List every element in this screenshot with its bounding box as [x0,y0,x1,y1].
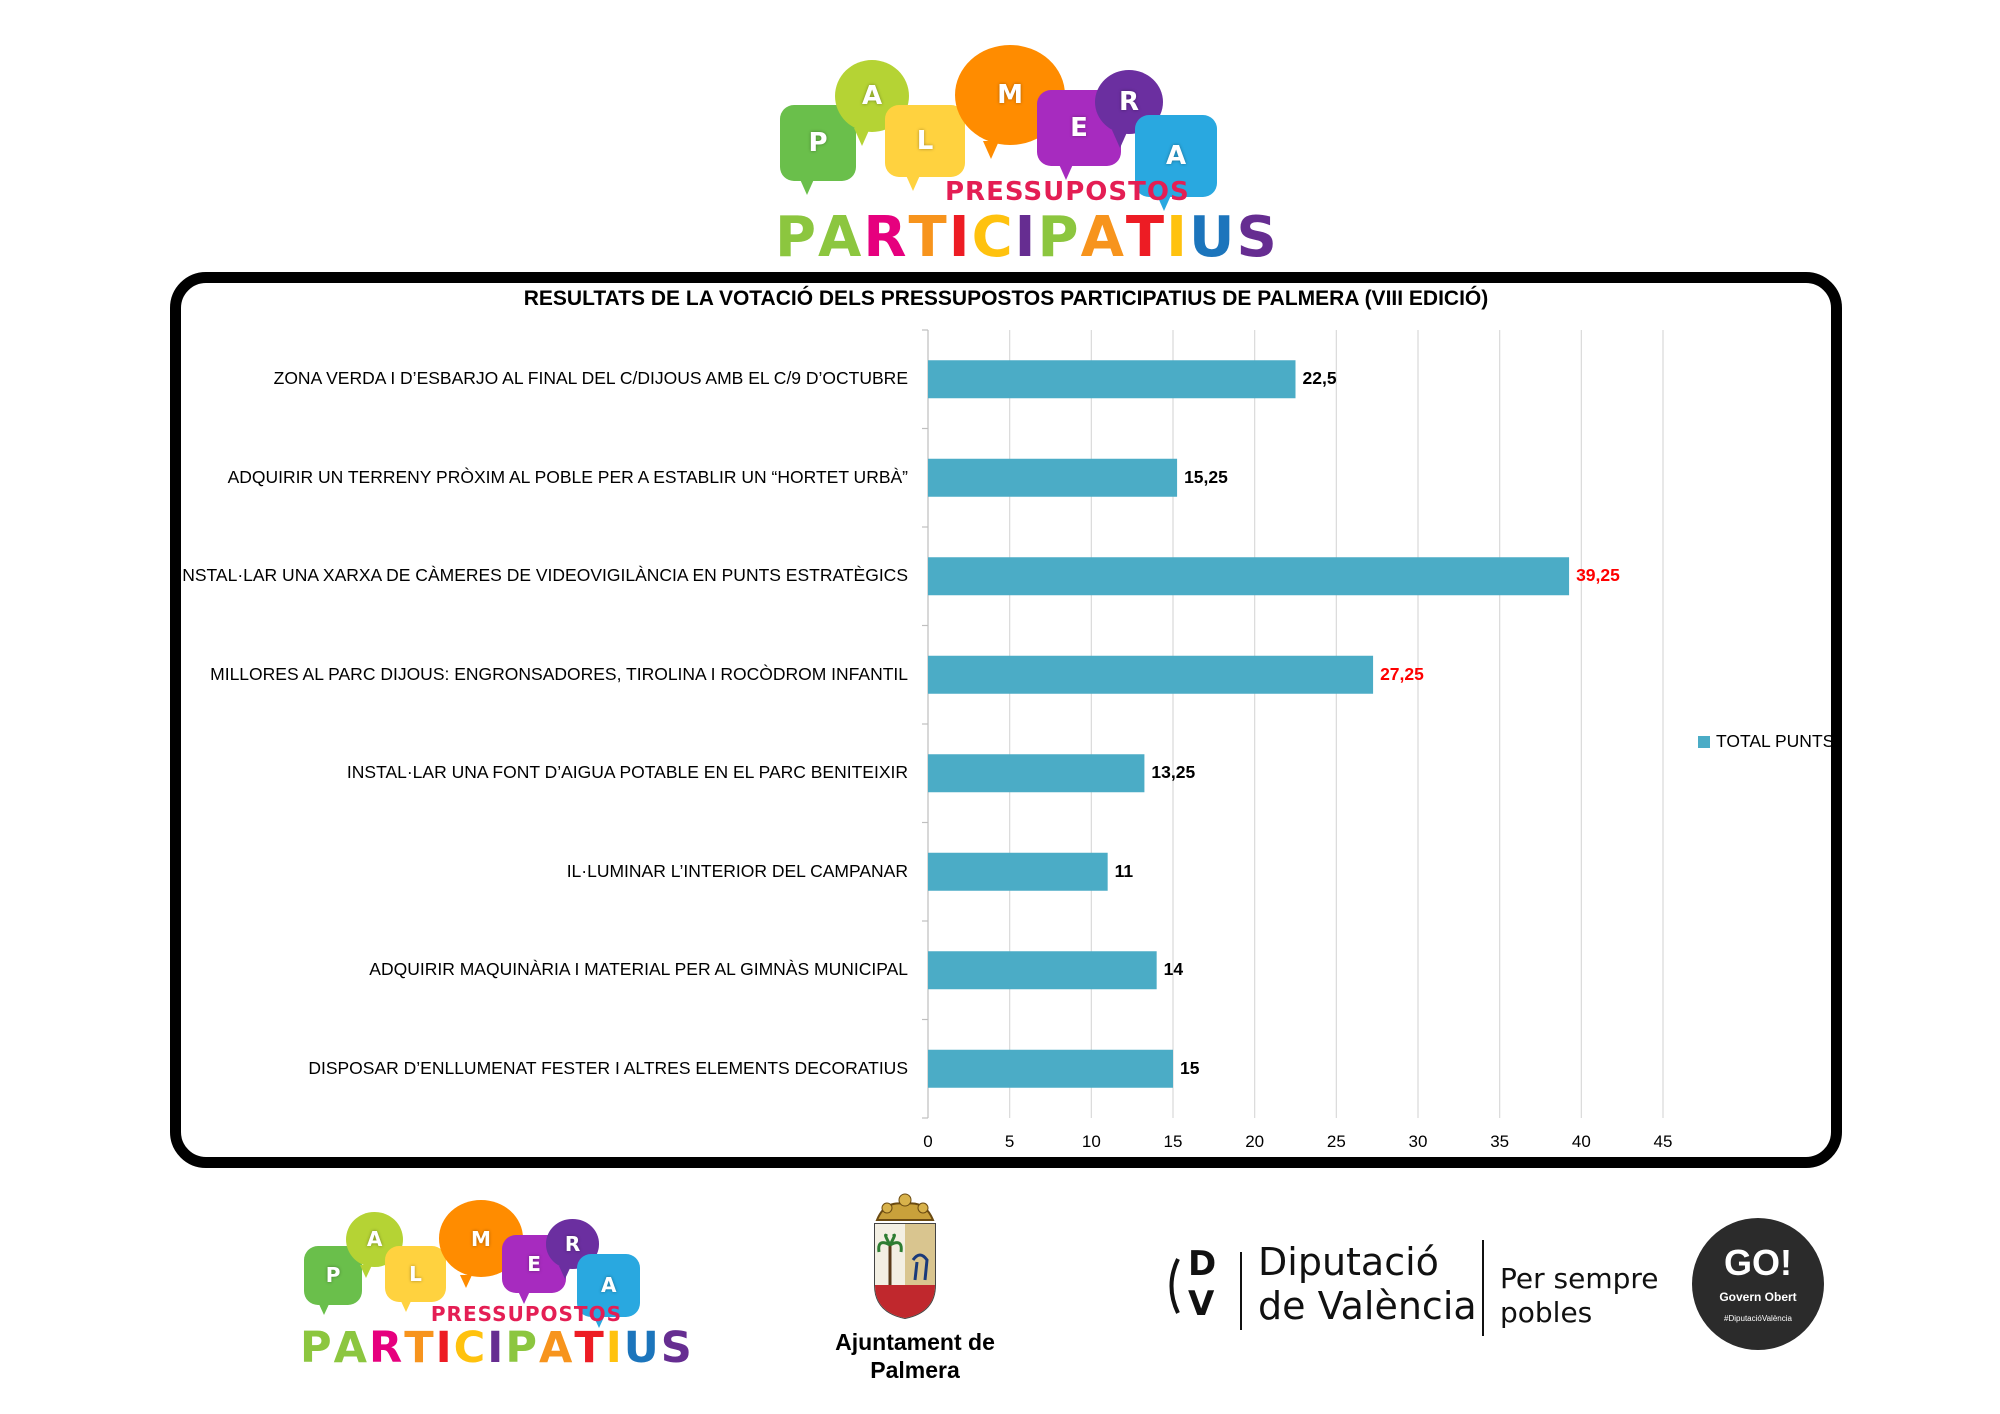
dv-monogram-top: D [1188,1244,1217,1284]
chart-legend: TOTAL PUNTS [1698,731,1834,752]
logo-bubble: R [1095,70,1163,148]
logo-bubble: L [384,1246,447,1313]
category-label: MILLORES AL PARC DIJOUS: ENGRONSADORES, … [210,663,908,684]
dv-monogram-bottom: V [1188,1284,1215,1324]
go-title: GO! [1724,1242,1792,1283]
x-tick-label: 45 [1653,1132,1673,1151]
bar [928,655,1374,694]
x-tick-label: 15 [1163,1132,1183,1151]
bar [928,754,1145,793]
bottom-logo: P A L M E R A PRESSUPOSTOS PARTICIPATIUS [300,1200,692,1375]
chart-title: RESULTATS DE LA VOTACIÓ DELS PRESSUPOSTO… [523,287,1489,310]
logo-bubble: L [885,105,965,191]
x-tick-label: 40 [1571,1132,1591,1151]
palmera-coat-of-arms-icon [874,1193,936,1320]
x-tick-label: 30 [1408,1132,1428,1151]
govern-obert-badge: GO! Govern Obert #DiputacióValència [1692,1218,1824,1350]
ajuntament-line2: Palmera [870,1357,960,1383]
data-label: 11 [1114,860,1134,881]
chart-frame [170,272,1842,1168]
logo-bubble: A [577,1253,641,1328]
category-label: ADQUIRIR MAQUINÀRIA I MATERIAL PER AL GI… [369,959,908,980]
bar [928,557,1570,596]
legend-swatch [1698,735,1710,748]
data-label: 15,25 [1184,466,1228,487]
x-tick-label: 5 [1004,1132,1015,1151]
category-label: DISPOSAR D’ENLLUMENAT FESTER I ALTRES EL… [308,1057,908,1078]
category-label: ADQUIRIR UN TERRENY PRÒXIM AL POBLE PER … [227,466,908,487]
diputacio-line2: de València [1258,1284,1477,1328]
category-label: ZONA VERDA I D’ESBARJO AL FINAL DEL C/DI… [273,368,908,389]
go-subtitle: Govern Obert [1719,1290,1797,1304]
legend-label: TOTAL PUNTS [1716,731,1835,751]
bar [928,852,1108,891]
slogan-line2: pobles [1500,1296,1593,1329]
bar [928,1049,1173,1088]
data-label: 13,25 [1151,762,1196,783]
ajuntament-label: Ajuntament de Palmera [800,1328,1030,1384]
slogan-divider [1482,1240,1484,1336]
bar [928,951,1157,990]
logo-subtitle: PRESSUPOSTOS [945,177,1190,207]
bar [928,458,1178,497]
logo-title: PARTICIPATIUS [300,1323,694,1374]
data-label: 15 [1180,1057,1200,1078]
x-tick-label: 0 [923,1132,933,1151]
data-label: 27,25 [1380,663,1424,684]
dv-bracket-icon [1169,1258,1180,1314]
category-label: INSTAL·LAR UNA FONT D’AIGUA POTABLE EN E… [346,762,908,783]
logo-bubble: A [1135,115,1217,211]
bar [928,360,1296,399]
top-logo: P A L M E R A PRESSUPOSTOS PARTICIPATIUS [775,45,1277,270]
diputacio-line1: Diputació [1258,1240,1439,1284]
category-label: IL·LUMINAR L’INTERIOR DEL CAMPANAR [566,860,908,881]
logo-subtitle: PRESSUPOSTOS [430,1301,623,1326]
go-hashtag: #DiputacióValència [1724,1314,1792,1323]
x-tick-label: 25 [1326,1132,1346,1151]
slogan-line1: Per sempre [1500,1262,1659,1295]
data-label: 14 [1163,959,1184,980]
data-label: 39,25 [1576,565,1620,586]
x-tick-label: 10 [1081,1132,1101,1151]
logo-title: PARTICIPATIUS [775,205,1279,270]
data-label: 22,5 [1302,368,1337,389]
x-tick-label: 35 [1490,1132,1510,1151]
category-label: INSTAL·LAR UNA XARXA DE CÀMERES DE VIDEO… [177,565,908,586]
ajuntament-line1: Ajuntament de [835,1329,995,1355]
x-tick-label: 20 [1245,1132,1265,1151]
dv-divider [1240,1252,1242,1330]
